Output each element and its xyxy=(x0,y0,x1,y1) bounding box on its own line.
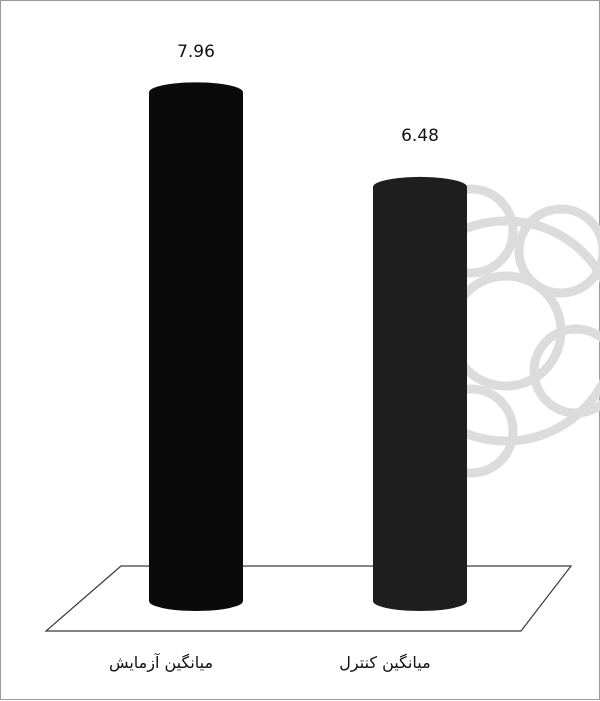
bar-experiment xyxy=(149,82,243,611)
bar-control-body xyxy=(373,186,467,602)
chart-floor xyxy=(44,565,573,632)
bar-control-base xyxy=(373,591,467,611)
data-label-control: 6.48 xyxy=(401,126,439,146)
category-label-control: میانگین کنترل xyxy=(339,653,430,673)
bar-experiment-base xyxy=(149,591,243,611)
data-label-experiment: 7.96 xyxy=(177,42,215,62)
watermark-petal xyxy=(529,324,600,418)
category-label-experiment: میانگین آزمایش xyxy=(109,653,213,673)
bar-experiment-body xyxy=(149,92,243,601)
bar-control xyxy=(373,176,467,611)
watermark-emblem xyxy=(391,184,600,478)
watermark-petal xyxy=(514,204,600,298)
bar-control-top xyxy=(373,176,467,197)
bar-experiment-top xyxy=(149,82,243,103)
